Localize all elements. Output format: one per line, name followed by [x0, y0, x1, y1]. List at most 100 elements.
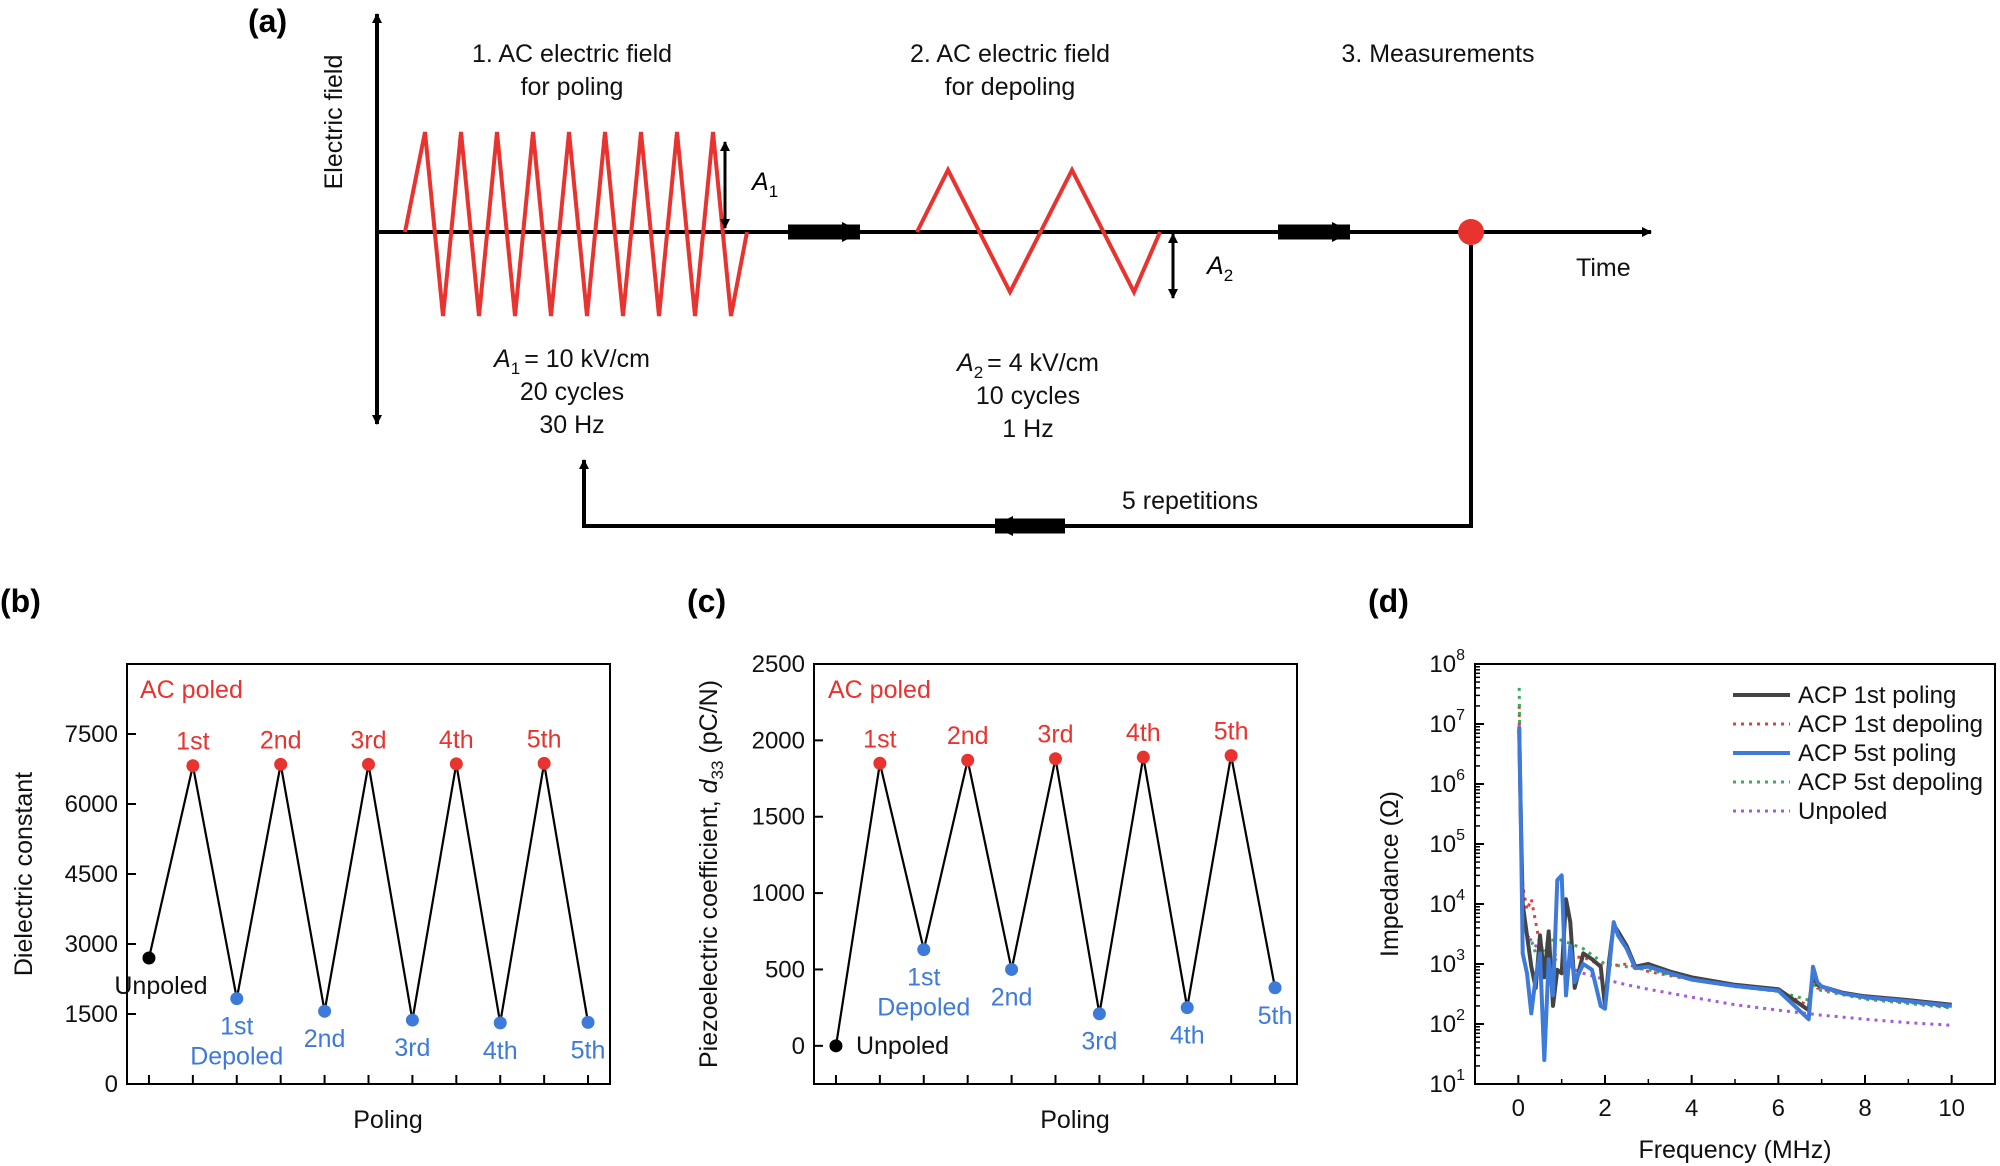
y-tick-label: 103	[1429, 947, 1465, 978]
depoled-point-label: 3rd	[1081, 1028, 1117, 1056]
unpoled-label: Unpoled	[856, 1032, 949, 1060]
y-tick-label: 0	[105, 1071, 118, 1098]
y-tick-label: 2500	[752, 651, 805, 678]
panel-b-points	[142, 756, 595, 1030]
data-point-poled	[1224, 749, 1238, 763]
data-point-unpoled	[142, 951, 156, 965]
series-line-acp-1st-depoling	[1517, 705, 1952, 1009]
panel-d: (d) 101 102 103 104 105 106 107 108 0 2 4 6 8 10 Imp…	[1368, 583, 1996, 1164]
a2-label: A2	[1205, 252, 1233, 285]
data-point-unpoled	[829, 1039, 843, 1053]
panel-b-x-label: Poling	[353, 1106, 423, 1134]
series-line-unpoled	[1517, 723, 1952, 1027]
depoled-point-label: 3rd	[394, 1034, 430, 1062]
step2-title-line2: for depoling	[945, 73, 1076, 101]
panel-d-x-ticks: 0 2 4 6 8 10	[1474, 1075, 1996, 1122]
series-line-acp-5st-depoling	[1517, 687, 1952, 1010]
y-tick-label: 3000	[65, 931, 118, 958]
depoling-params-line3: 1 Hz	[1002, 415, 1053, 443]
poling-waveform	[403, 131, 749, 317]
y-tick-label: 1000	[752, 880, 805, 907]
data-point-depoled	[1005, 962, 1019, 976]
panel-c-legend: AC poled	[828, 676, 931, 704]
poled-point-label: 1st	[863, 725, 896, 753]
x-tick-label: 4	[1685, 1095, 1698, 1122]
legend-entry-label: Unpoled	[1798, 798, 1887, 825]
depoled-point-label: 5th	[1258, 1002, 1293, 1030]
y-tick-label: 104	[1429, 887, 1465, 918]
panel-c-points	[829, 749, 1282, 1053]
data-point-depoled	[1092, 1007, 1106, 1021]
data-point-depoled	[917, 943, 931, 957]
poled-point-label: 2nd	[260, 726, 302, 754]
x-tick-label: 8	[1858, 1095, 1871, 1122]
data-point-poled	[873, 756, 887, 770]
panel-b-y-ticks: 0 1500 3000 4500 6000 7500	[65, 721, 136, 1098]
panel-c: (c) 0 500 1000 1500 2000 2500 Piezoelectric c…	[687, 583, 1298, 1134]
data-point-poled	[1136, 750, 1150, 764]
data-point-depoled	[1268, 981, 1282, 995]
panel-b-y-label: Dielectric constant	[10, 772, 38, 976]
data-point-poled	[274, 757, 288, 771]
panel-d-series	[1517, 687, 1952, 1063]
x-tick-label: 6	[1772, 1095, 1785, 1122]
y-tick-label: 102	[1429, 1007, 1465, 1038]
poled-point-label: 2nd	[947, 722, 989, 750]
unpoled-label: Unpoled	[114, 972, 207, 1000]
repetitions-label: 5 repetitions	[1122, 487, 1258, 515]
data-point-poled	[186, 759, 200, 773]
panel-d-label: (d)	[1368, 583, 1409, 619]
y-tick-label: 4500	[65, 861, 118, 888]
depoled-label: Depoled	[190, 1043, 283, 1071]
legend-entry-label: ACP 5st depoling	[1798, 769, 1983, 796]
y-tick-label: 6000	[65, 791, 118, 818]
panel-c-x-label: Poling	[1040, 1106, 1110, 1134]
depoling-params-line2: 10 cycles	[976, 382, 1080, 410]
poled-point-label: 4th	[1126, 719, 1161, 747]
depoling-waveform	[915, 165, 1162, 297]
y-tick-label: 1500	[752, 804, 805, 831]
poling-params-line2: 20 cycles	[520, 378, 624, 406]
electric-field-axis-label: Electric field	[320, 55, 348, 190]
panel-b-series-line	[147, 763, 590, 1024]
panel-b-x-ticks	[147, 1075, 590, 1084]
data-point-poled	[1049, 752, 1062, 766]
panel-c-point-labels: Unpoled1st1stDepoled2nd2nd3rd3rd4th4th5t…	[856, 718, 1292, 1060]
a1-label: A1	[750, 168, 778, 201]
data-point-depoled	[405, 1013, 419, 1027]
legend-entry-label: ACP 1st depoling	[1798, 711, 1983, 738]
poled-point-label: 3rd	[1037, 721, 1073, 749]
depoled-label: Depoled	[877, 994, 970, 1022]
legend-entry-label: ACP 1st poling	[1798, 682, 1956, 709]
step1-title-line2: for poling	[521, 73, 624, 101]
depoled-point-label: 2nd	[304, 1025, 346, 1053]
depoled-point-label: 4th	[483, 1037, 518, 1065]
y-tick-label: 105	[1429, 827, 1465, 858]
step1-title-line1: 1. AC electric field	[472, 40, 672, 68]
poled-point-label: 1st	[176, 728, 209, 756]
depoled-point-label: 2nd	[991, 983, 1033, 1011]
y-tick-label: 107	[1429, 707, 1465, 738]
time-axis-label: Time	[1576, 254, 1631, 282]
panel-a: (a) Electric field Time 1. AC electric f…	[248, 3, 1652, 536]
poled-point-label: 4th	[439, 726, 474, 754]
data-point-poled	[362, 757, 375, 771]
data-point-poled	[449, 757, 463, 771]
panel-c-y-ticks: 0 500 1000 1500 2000 2500	[752, 651, 823, 1060]
panel-d-x-label: Frequency (MHz)	[1638, 1136, 1831, 1164]
y-tick-label: 108	[1429, 647, 1465, 678]
panel-a-label: (a)	[248, 3, 287, 39]
y-tick-label: 0	[792, 1033, 805, 1060]
panel-c-x-ticks	[834, 1075, 1277, 1084]
panel-d-y-label: Impedance (Ω)	[1376, 791, 1404, 957]
panel-b-point-labels: Unpoled1st1stDepoled2nd2nd3rd3rd4th4th5t…	[114, 725, 605, 1070]
panel-c-label: (c)	[687, 583, 726, 619]
poled-point-label: 3rd	[350, 726, 386, 754]
data-point-poled	[961, 753, 975, 767]
depoling-params-line1: A2 = 4 kV/cm	[955, 349, 1099, 382]
x-tick-label: 0	[1512, 1095, 1525, 1122]
data-point-poled	[537, 756, 551, 770]
panel-b-legend: AC poled	[140, 676, 243, 704]
